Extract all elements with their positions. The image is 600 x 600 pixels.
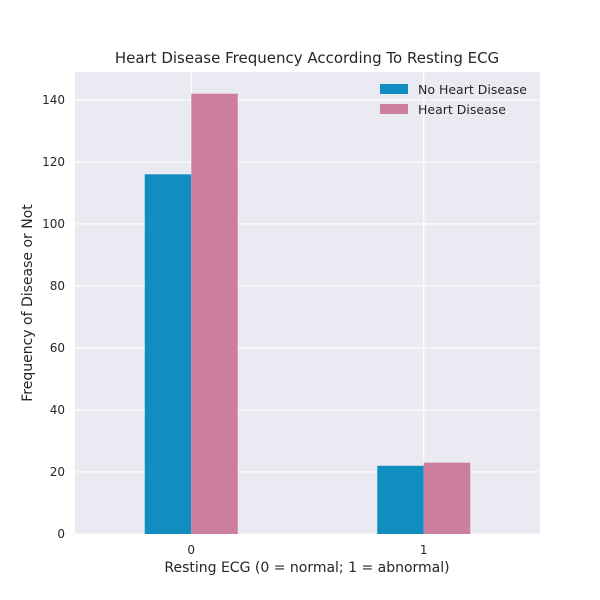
y-tick-label: 60	[50, 341, 65, 355]
legend-swatch-heart-disease	[380, 104, 408, 114]
y-tick-label: 140	[42, 93, 65, 107]
bars	[144, 93, 471, 534]
y-tick-label: 0	[57, 527, 65, 541]
bar-heart-disease-0	[191, 93, 238, 534]
bar-heart-disease-1	[423, 462, 471, 534]
y-axis-label: Frequency of Disease or Not	[20, 204, 36, 402]
y-tick-label: 100	[42, 217, 65, 231]
y-ticks: 0 20 40 60 80 100 120 140	[42, 93, 65, 541]
chart-title: Heart Disease Frequency According To Res…	[115, 49, 499, 67]
y-tick-label: 20	[50, 465, 65, 479]
y-tick-label: 120	[42, 155, 65, 169]
x-tick-label: 0	[187, 543, 195, 557]
x-tick-label: 1	[420, 543, 428, 557]
bar-no-heart-disease-0	[144, 174, 192, 534]
x-axis-label: Resting ECG (0 = normal; 1 = abnormal)	[164, 560, 449, 576]
bar-no-heart-disease-1	[377, 465, 424, 534]
legend-label-no-heart-disease: No Heart Disease	[418, 82, 527, 97]
legend: No Heart Disease Heart Disease	[380, 82, 527, 117]
legend-label-heart-disease: Heart Disease	[418, 102, 506, 117]
legend-swatch-no-heart-disease	[380, 84, 408, 94]
y-tick-label: 80	[50, 279, 65, 293]
y-tick-label: 40	[50, 403, 65, 417]
